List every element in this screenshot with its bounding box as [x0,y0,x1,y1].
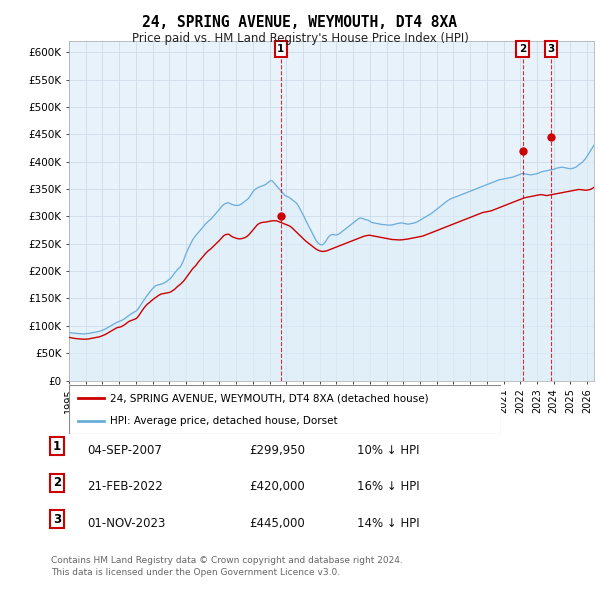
Text: 16% ↓ HPI: 16% ↓ HPI [357,480,419,493]
Text: Contains HM Land Registry data © Crown copyright and database right 2024.
This d: Contains HM Land Registry data © Crown c… [51,556,403,577]
Text: Price paid vs. HM Land Registry's House Price Index (HPI): Price paid vs. HM Land Registry's House … [131,32,469,45]
Text: HPI: Average price, detached house, Dorset: HPI: Average price, detached house, Dors… [110,415,338,425]
Text: 1: 1 [277,44,284,54]
Text: 24, SPRING AVENUE, WEYMOUTH, DT4 8XA (detached house): 24, SPRING AVENUE, WEYMOUTH, DT4 8XA (de… [110,394,428,404]
Text: 1: 1 [53,440,61,453]
Text: £420,000: £420,000 [249,480,305,493]
Text: 14% ↓ HPI: 14% ↓ HPI [357,517,419,530]
Text: 10% ↓ HPI: 10% ↓ HPI [357,444,419,457]
Text: £445,000: £445,000 [249,517,305,530]
Text: £299,950: £299,950 [249,444,305,457]
Text: 24, SPRING AVENUE, WEYMOUTH, DT4 8XA: 24, SPRING AVENUE, WEYMOUTH, DT4 8XA [143,15,458,30]
Text: 01-NOV-2023: 01-NOV-2023 [87,517,166,530]
Text: 2: 2 [53,476,61,489]
Text: 21-FEB-2022: 21-FEB-2022 [87,480,163,493]
Text: 3: 3 [547,44,554,54]
Text: 04-SEP-2007: 04-SEP-2007 [87,444,162,457]
Text: 3: 3 [53,513,61,526]
Text: 2: 2 [519,44,526,54]
